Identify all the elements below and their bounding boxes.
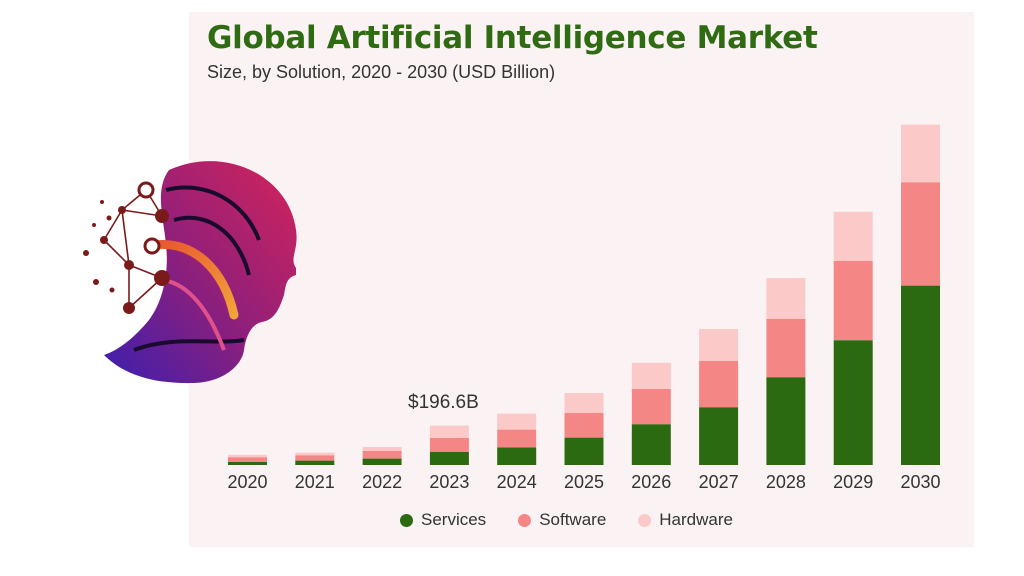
bar-hardware-2024 [497, 413, 537, 430]
legend-label-services: Services [421, 510, 487, 529]
bar-services-2026 [631, 424, 671, 465]
x-tick-label-2024: 2024 [497, 472, 537, 492]
bar-software-2021 [295, 455, 335, 461]
x-tick-label-2026: 2026 [631, 472, 671, 492]
legend-label-software: Software [539, 510, 607, 529]
bar-software-2022 [362, 451, 402, 459]
bar-hardware-2023 [429, 425, 469, 438]
legend-label-hardware: Hardware [659, 510, 733, 529]
bar-software-2030 [901, 182, 940, 286]
x-tick-label-2020: 2020 [227, 472, 267, 492]
bar-hardware-2025 [564, 393, 604, 413]
bar-software-2028 [766, 318, 806, 378]
bar-software-2023 [429, 438, 469, 452]
legend-swatch-hardware [638, 513, 652, 527]
x-tick-label-2027: 2027 [699, 472, 739, 492]
chart-legend: Services Software Hardware [400, 508, 733, 532]
annotation-2023: $196.6B [408, 392, 479, 413]
bar-hardware-2020 [228, 454, 267, 458]
chart-title: Global Artificial Intelligence Market [207, 20, 818, 56]
legend-item-hardware: Hardware [638, 510, 733, 530]
bar-services-2029 [833, 340, 873, 465]
bar-software-2024 [497, 429, 537, 448]
bar-services-2028 [766, 377, 806, 465]
bar-services-2025 [564, 437, 604, 465]
bar-software-2027 [699, 361, 739, 408]
bar-services-2024 [497, 447, 537, 465]
legend-item-services: Services [400, 510, 486, 530]
bar-hardware-2028 [766, 278, 806, 319]
chart-subtitle: Size, by Solution, 2020 - 2030 (USD Bill… [207, 62, 556, 82]
x-tick-label-2030: 2030 [900, 472, 940, 492]
bar-hardware-2029 [833, 211, 873, 261]
bar-software-2025 [564, 413, 604, 438]
bar-hardware-2030 [901, 124, 940, 183]
bar-hardware-2027 [699, 329, 739, 361]
bar-services-2023 [429, 452, 469, 465]
bar-software-2029 [833, 260, 873, 341]
bar-services-2022 [362, 458, 402, 465]
bar-hardware-2021 [295, 452, 335, 456]
x-tick-label-2025: 2025 [564, 472, 604, 492]
x-tick-label-2023: 2023 [429, 472, 469, 492]
bar-services-2020 [228, 461, 267, 465]
bar-software-2020 [228, 457, 267, 462]
bar-hardware-2022 [362, 447, 402, 451]
bar-software-2026 [631, 389, 671, 425]
bar-services-2021 [295, 460, 335, 465]
legend-swatch-services [400, 513, 413, 527]
ai-head-icon [83, 161, 297, 384]
bar-hardware-2026 [631, 362, 671, 389]
x-tick-label-2022: 2022 [362, 472, 402, 492]
x-tick-label-2021: 2021 [295, 472, 335, 492]
bar-services-2027 [699, 407, 739, 465]
bar-services-2030 [901, 285, 940, 465]
legend-swatch-software [518, 513, 532, 527]
legend-item-software: Software [518, 510, 606, 530]
x-tick-label-2028: 2028 [766, 472, 806, 492]
x-tick-label-2029: 2029 [833, 472, 873, 492]
